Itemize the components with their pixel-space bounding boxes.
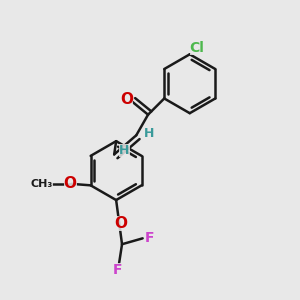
Text: CH₃: CH₃: [31, 179, 53, 189]
Text: F: F: [113, 263, 122, 277]
Text: F: F: [144, 231, 154, 245]
Text: H: H: [143, 127, 154, 140]
Text: O: O: [64, 176, 76, 191]
Text: H: H: [119, 143, 130, 157]
Text: O: O: [120, 92, 133, 107]
Text: O: O: [114, 216, 127, 231]
Text: Cl: Cl: [190, 41, 205, 56]
